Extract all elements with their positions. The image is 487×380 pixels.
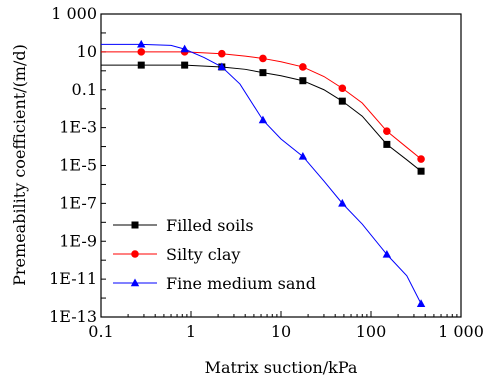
data-point-silty-clay	[218, 49, 226, 58]
data-point-filled-soils	[417, 167, 425, 175]
data-point-fine-medium-sand	[258, 115, 268, 124]
data-point-fine-medium-sand	[416, 299, 426, 307]
data-point-filled-soils	[137, 61, 145, 69]
data-point-filled-soils	[299, 77, 307, 85]
data-point-fine-medium-sand	[298, 151, 308, 160]
data-point-fine-medium-sand	[382, 249, 392, 258]
y-tick-label: 1E-5	[59, 156, 97, 175]
data-point-silty-clay	[299, 63, 307, 71]
legend-label-filled-soils: Filled soils	[166, 216, 254, 235]
data-point-silty-clay	[383, 127, 391, 135]
legend-label-silty-clay: Silty clay	[166, 245, 240, 264]
y-tick-label: 1E-3	[59, 118, 97, 137]
y-axis-title: Premeability coefficient/(m/d)	[10, 44, 29, 286]
legend: Filled soils Silty clay Fine medium sand	[113, 216, 316, 293]
x-tick-label: 100	[356, 322, 387, 341]
y-tick-label: 0.1	[72, 80, 97, 99]
legend-marker-filled-soils	[131, 221, 139, 229]
series-line-fine-medium-sand	[101, 43, 422, 304]
y-tick-label: 1E-13	[49, 307, 97, 326]
data-point-silty-clay	[259, 54, 267, 63]
data-point-filled-soils	[338, 97, 346, 105]
data-point-fine-medium-sand	[180, 44, 189, 53]
data-point-silty-clay	[338, 84, 347, 93]
axis-tick-labels: 0.1 1 10 100 1 000 1 000 10 0.1 1E-3 1E-5 1E-7 1E-9…	[49, 4, 484, 341]
x-tick-label: 0.1	[88, 322, 113, 341]
x-tick-label: 1	[186, 322, 196, 341]
data-point-filled-soils	[181, 61, 189, 69]
y-tick-label: 1E-11	[49, 269, 97, 288]
series-line-silty-clay	[101, 51, 422, 160]
series-line-filled-soils	[101, 64, 422, 172]
x-axis-title: Matrix suction/kPa	[205, 358, 358, 377]
series-layer	[101, 39, 426, 307]
y-tick-label: 1 000	[51, 4, 97, 23]
data-point-silty-clay	[137, 48, 146, 56]
plot-frame	[100, 13, 462, 318]
legend-marker-silty-clay	[131, 250, 139, 258]
data-point-silty-clay	[417, 155, 425, 163]
legend-marker-fine-medium-sand	[130, 278, 140, 287]
x-tick-label: 10	[271, 322, 291, 341]
x-tick-label: 1 000	[438, 322, 484, 341]
data-point-filled-soils	[383, 140, 391, 148]
data-point-fine-medium-sand	[338, 198, 347, 207]
y-tick-label: 1E-7	[59, 193, 97, 212]
data-point-fine-medium-sand	[217, 62, 227, 71]
y-tick-label: 10	[77, 42, 97, 61]
y-tick-label: 1E-9	[59, 231, 97, 250]
data-point-filled-soils	[259, 69, 267, 77]
data-point-fine-medium-sand	[137, 39, 146, 48]
legend-label-fine-medium-sand: Fine medium sand	[166, 274, 316, 293]
